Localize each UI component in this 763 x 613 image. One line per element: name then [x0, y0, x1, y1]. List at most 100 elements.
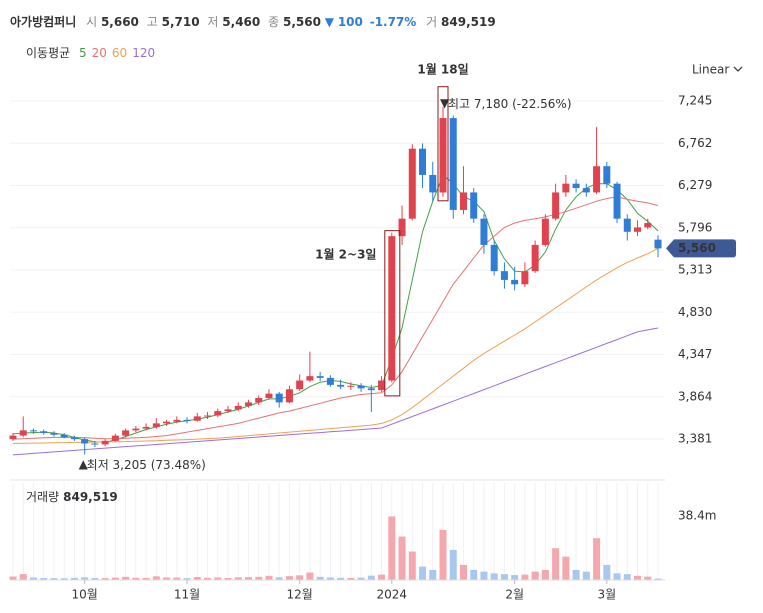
- candle-body: [40, 431, 48, 433]
- candle-body: [562, 183, 570, 193]
- candle-body: [531, 244, 539, 272]
- candle-body: [541, 218, 549, 245]
- volume-bar: [562, 556, 570, 580]
- candle-body: [378, 380, 386, 391]
- ma-legend-entry: 5: [79, 46, 87, 60]
- volume-bar: [9, 576, 17, 580]
- volume-bar: [183, 578, 191, 580]
- volume-bar: [490, 573, 498, 580]
- candle-body: [419, 148, 427, 175]
- ma-legend-entry: 60: [112, 46, 127, 60]
- volume-bar: [654, 578, 662, 580]
- volume-bar: [398, 536, 406, 580]
- volume-bar: [316, 576, 324, 580]
- candle-body: [593, 166, 601, 193]
- highlight-box: [437, 86, 449, 202]
- change-value: 100: [338, 15, 363, 29]
- scale-mode[interactable]: Linear: [692, 63, 729, 77]
- y-tick-label: 3,864: [678, 389, 712, 403]
- volume-bar: [572, 569, 580, 580]
- volume-bar: [111, 577, 119, 580]
- ma-line: [12, 247, 659, 444]
- volume-bar: [306, 572, 314, 580]
- annotation: 1월 2~3일: [315, 247, 376, 262]
- candle-body: [552, 192, 560, 219]
- y-tick-label: 5,313: [678, 263, 712, 277]
- candle-body: [244, 402, 252, 406]
- volume-bar: [70, 577, 78, 580]
- volume-bar: [60, 578, 68, 580]
- change-pct: -1.77%: [370, 15, 417, 29]
- scale-toggle[interactable]: Linear: [692, 63, 743, 77]
- candle-body: [306, 376, 314, 381]
- volume-bar: [419, 566, 427, 580]
- candle-body: [163, 421, 171, 424]
- volume-bar: [480, 571, 488, 580]
- volume-bar: [603, 564, 611, 580]
- volume-bar: [470, 569, 478, 580]
- open-label: 시: [86, 15, 97, 29]
- candle-body: [224, 409, 232, 412]
- volume-bar: [541, 569, 549, 580]
- volume-bar: [459, 564, 467, 580]
- volume-bar: [511, 574, 519, 580]
- candle-body: [449, 118, 457, 210]
- low-value: 5,460: [222, 15, 260, 29]
- y-tick-label: 7,245: [678, 94, 712, 108]
- marker: ▼: [440, 96, 450, 110]
- volume-bar: [29, 577, 37, 580]
- stock-name: 아가방컴퍼니: [10, 14, 76, 29]
- volume-bar: [244, 577, 252, 580]
- candle-body: [29, 430, 37, 432]
- candle-body: [60, 434, 68, 438]
- y-tick-label: 5,796: [678, 220, 712, 234]
- volume-bar: [40, 577, 48, 580]
- low-label: 저: [207, 15, 218, 29]
- candle-body: [337, 384, 345, 387]
- candle-body: [367, 388, 375, 391]
- volume-bar: [173, 577, 181, 580]
- volume-bar: [163, 577, 171, 580]
- y-tick-label: 4,347: [678, 347, 712, 361]
- candle-body: [255, 398, 263, 403]
- volume-value: 849,519: [441, 15, 496, 29]
- volume-bar: [593, 538, 601, 580]
- ma-legend: 이동평균 5 20 60 120: [26, 46, 155, 60]
- volume-bar: [255, 576, 263, 580]
- volume-bar: [613, 573, 621, 580]
- candle-body: [296, 380, 304, 390]
- volume-bar: [50, 578, 58, 580]
- candle-body: [459, 192, 467, 210]
- ma-label: 이동평균: [26, 46, 70, 60]
- volume-bar: [500, 574, 508, 580]
- highlight-box: [384, 230, 401, 397]
- close-value: 5,560: [283, 15, 321, 29]
- candle-body: [429, 174, 437, 193]
- volume-bar: [152, 576, 160, 580]
- down-arrow: ▼: [325, 15, 335, 29]
- candle-body: [470, 192, 478, 219]
- volume-bar: [582, 571, 590, 580]
- x-tick-label: 3월: [597, 588, 616, 602]
- volume-bar: [214, 577, 222, 580]
- volume-bar: [521, 574, 529, 580]
- volume-title: 거래량 849,519: [26, 490, 118, 504]
- candle-body: [347, 385, 355, 387]
- candle-body: [214, 411, 222, 416]
- high-label: 최고 7,180 (-22.56%): [448, 97, 572, 111]
- x-tick-label: 10월: [72, 588, 98, 602]
- candle-body: [275, 393, 283, 403]
- y-tick-label: 4,830: [678, 305, 712, 319]
- volume-bar: [552, 548, 560, 580]
- y-tick-label: 6,762: [678, 136, 712, 150]
- candle-body: [500, 271, 508, 280]
- volume-bar: [449, 549, 457, 580]
- candle-body: [613, 183, 621, 219]
- volume-bar: [142, 577, 150, 580]
- volume-title-label: 거래량: [26, 490, 59, 504]
- volume-label: 거: [426, 15, 437, 29]
- volume-bar: [408, 551, 416, 580]
- candle-body: [439, 118, 447, 193]
- candle-body: [111, 435, 119, 441]
